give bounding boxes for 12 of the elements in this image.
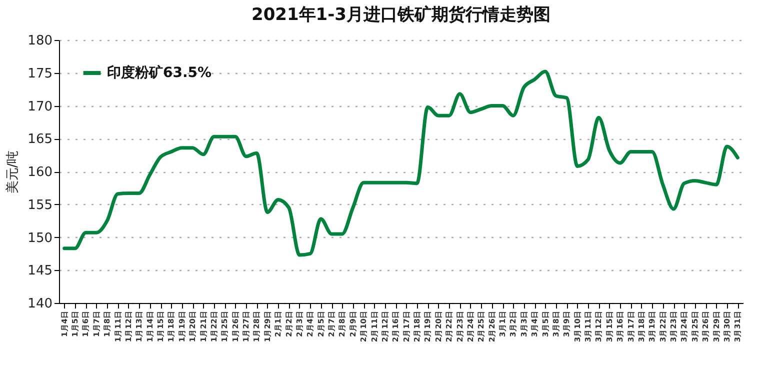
y-tick-label: 165: [28, 132, 52, 148]
y-tick-label: 150: [28, 230, 52, 246]
legend-label: 印度粉矿63.5%: [107, 64, 212, 81]
y-tick-label: 170: [28, 99, 52, 114]
y-tick-label: 180: [28, 34, 52, 48]
y-axis-title: 美元/吨: [4, 150, 21, 194]
y-tick-label: 145: [28, 264, 52, 279]
y-tick-label: 155: [28, 198, 52, 213]
y-tick-label: 140: [28, 296, 52, 312]
chart-title: 2021年1-3月进口铁矿期货行情走势图: [251, 5, 551, 25]
y-tick-label: 160: [28, 165, 52, 180]
y-tick-label: 175: [28, 66, 52, 82]
